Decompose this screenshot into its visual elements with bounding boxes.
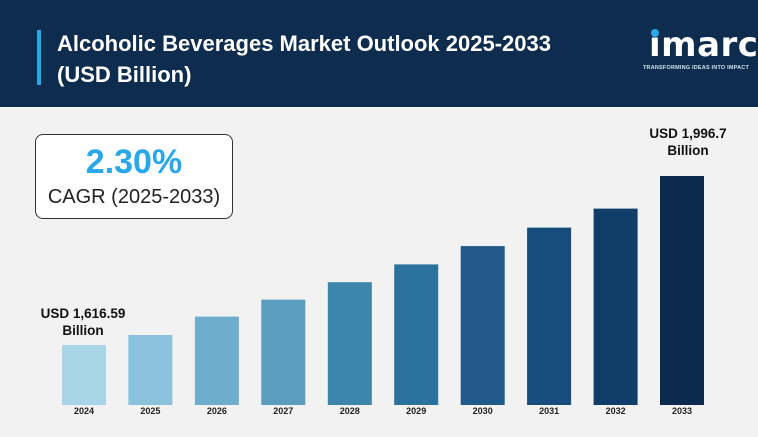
cagr-value: 2.30% [85, 143, 183, 181]
x-tick-label-2024: 2024 [74, 406, 94, 416]
logo-tagline: TRANSFORMING IDEAS INTO IMPACT [642, 65, 750, 71]
bar-2032 [593, 208, 638, 405]
x-tick-label-2031: 2031 [539, 406, 559, 416]
x-tick-label-2029: 2029 [406, 406, 426, 416]
bar-2030 [460, 246, 505, 405]
x-tick-label-2025: 2025 [140, 406, 160, 416]
last-bar-value-callout: USD 1,996.7 Billion [628, 125, 748, 159]
x-tick-label-2030: 2030 [473, 406, 493, 416]
x-tick-label-2033: 2033 [672, 406, 692, 416]
x-tick-label-2028: 2028 [340, 406, 360, 416]
last-bar-value: USD 1,996.7 [649, 126, 727, 141]
last-bar-unit: Billion [667, 143, 709, 158]
logo-dot-icon [651, 29, 659, 37]
cagr-callout-box: 2.30% CAGR (2025-2033) [35, 134, 233, 219]
bar-2027 [261, 299, 306, 405]
header-banner: Alcoholic Beverages Market Outlook 2025-… [0, 0, 758, 107]
cagr-label: CAGR (2025-2033) [47, 186, 221, 208]
page-title: Alcoholic Beverages Market Outlook 2025-… [57, 31, 551, 87]
bar-2031 [527, 227, 572, 405]
x-tick-label-2026: 2026 [207, 406, 227, 416]
x-tick-label-2027: 2027 [273, 406, 293, 416]
bar-2026 [194, 316, 239, 405]
title-accent-bar [37, 30, 41, 85]
bar-2033 [660, 176, 704, 405]
bar-2028 [327, 282, 372, 405]
bar-2025 [128, 335, 173, 405]
bar-2024 [62, 345, 106, 405]
first-bar-unit: Billion [62, 323, 104, 338]
imarc-logo[interactable]: imarc TRANSFORMING IDEAS INTO IMPACT [641, 27, 758, 77]
logo-wordmark: imarc [649, 25, 758, 65]
bar-2029 [394, 264, 439, 405]
x-tick-label-2032: 2032 [606, 406, 626, 416]
first-bar-value-callout: USD 1,616.59 Billion [28, 305, 138, 339]
first-bar-value: USD 1,616.59 [40, 306, 126, 321]
